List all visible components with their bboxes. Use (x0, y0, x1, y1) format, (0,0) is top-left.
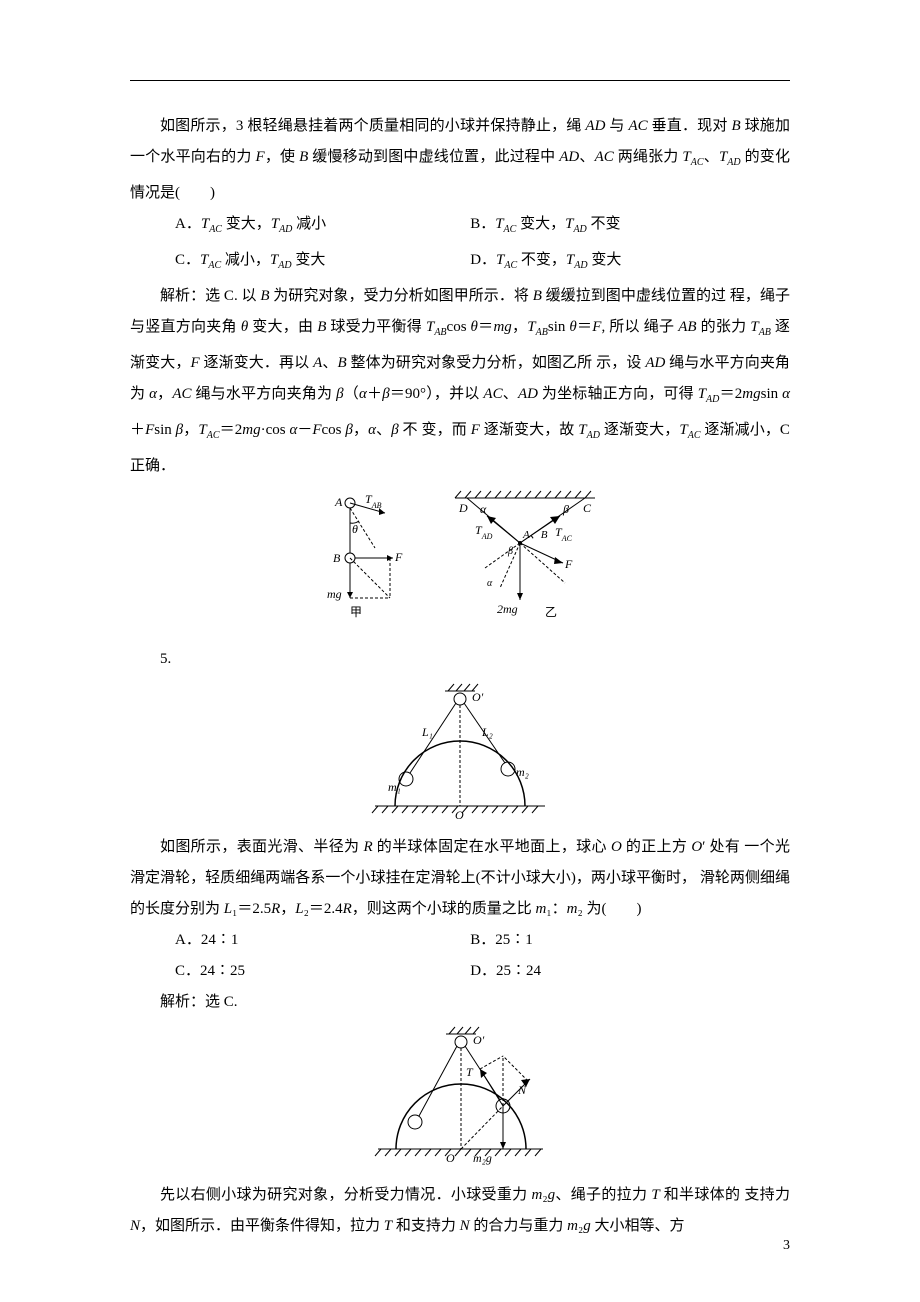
label-C: C (583, 501, 592, 515)
label-Oprime2: O′ (473, 1033, 485, 1047)
q5-sol-tail: 先以右侧小球为研究对象，分析受力情况．小球受重力 m₂g、绳子的拉力 T 和半球… (130, 1180, 790, 1242)
label-theta: θ (352, 522, 358, 536)
label-TAD: TAD (475, 523, 493, 541)
q4-stem: 如图所示，3 根轻绳悬挂着两个质量相同的小球并保持静止，绳 AD 与 AC 垂直… (130, 111, 790, 209)
label-D: D (458, 501, 468, 515)
q4-optB: B．TAC 变大，TAD 不变 (470, 209, 765, 245)
label-beta2: β (507, 546, 513, 557)
q4-optD: D．TAC 不变，TAD 变大 (470, 245, 765, 281)
q5-number: 5. (160, 644, 790, 675)
label-L1: L₁ (421, 725, 433, 739)
label-mg: mg (327, 587, 342, 601)
label-O: O (455, 808, 464, 821)
q4-options: A．TAC 变大，TAD 减小 B．TAC 变大，TAD 不变 C．TAC 减小… (175, 209, 790, 281)
label-Oprime: O′ (472, 690, 484, 704)
label-O2: O (446, 1151, 455, 1165)
label-m2g: m₂g (473, 1151, 492, 1165)
label-N: N (517, 1083, 527, 1097)
label-F1: F (394, 550, 403, 564)
label-T: T (466, 1065, 474, 1079)
page-number: 3 (783, 1238, 790, 1254)
q5-figure2: O′ O T N m₂g (130, 1024, 790, 1174)
q5-sol-lead: 解析：选 C. (130, 987, 790, 1018)
label-m2: m₂ (516, 765, 529, 779)
label-A: A (334, 495, 343, 509)
label-beta1: β (562, 502, 569, 516)
label-jia: 甲 (350, 605, 362, 619)
label-alpha2: α (487, 578, 493, 589)
top-rule (130, 80, 790, 81)
label-F2: F (564, 557, 573, 571)
q5-stem: 如图所示，表面光滑、半径为 R 的半球体固定在水平地面上，球心 O 的正上方 O… (130, 832, 790, 925)
q5-figure1: O′ O L₁ m₁ L₂ m₂ (130, 681, 790, 826)
label-B: B (333, 551, 341, 565)
label-alpha1: α (480, 502, 487, 516)
label-TAB: TAB (365, 492, 382, 510)
label-TAC: TAC (555, 525, 573, 543)
q5-optA: A．24∶1 (175, 925, 470, 956)
label-L2: L₂ (481, 725, 493, 739)
q4-solution: 解析：选 C. 以 B 为研究对象，受力分析如图甲所示．将 B 缓缓拉到图中虚线… (130, 281, 790, 482)
q5-optD: D．25∶24 (470, 956, 765, 987)
label-yi: 乙 (545, 605, 557, 619)
q4-optC: C．TAC 减小，TAD 变大 (175, 245, 470, 281)
q4-figure: A θ B TAB F mg 甲 (130, 488, 790, 638)
label-AB: A、B (522, 529, 548, 541)
q5-optB: B．25∶1 (470, 925, 765, 956)
q5-optC: C．24∶25 (175, 956, 470, 987)
q5-options: A．24∶1 B．25∶1 C．24∶25 D．25∶24 (175, 925, 790, 987)
label-2mg: 2mg (497, 602, 518, 616)
q4-optA: A．TAC 变大，TAD 减小 (175, 209, 470, 245)
label-m1: m₁ (388, 780, 401, 794)
